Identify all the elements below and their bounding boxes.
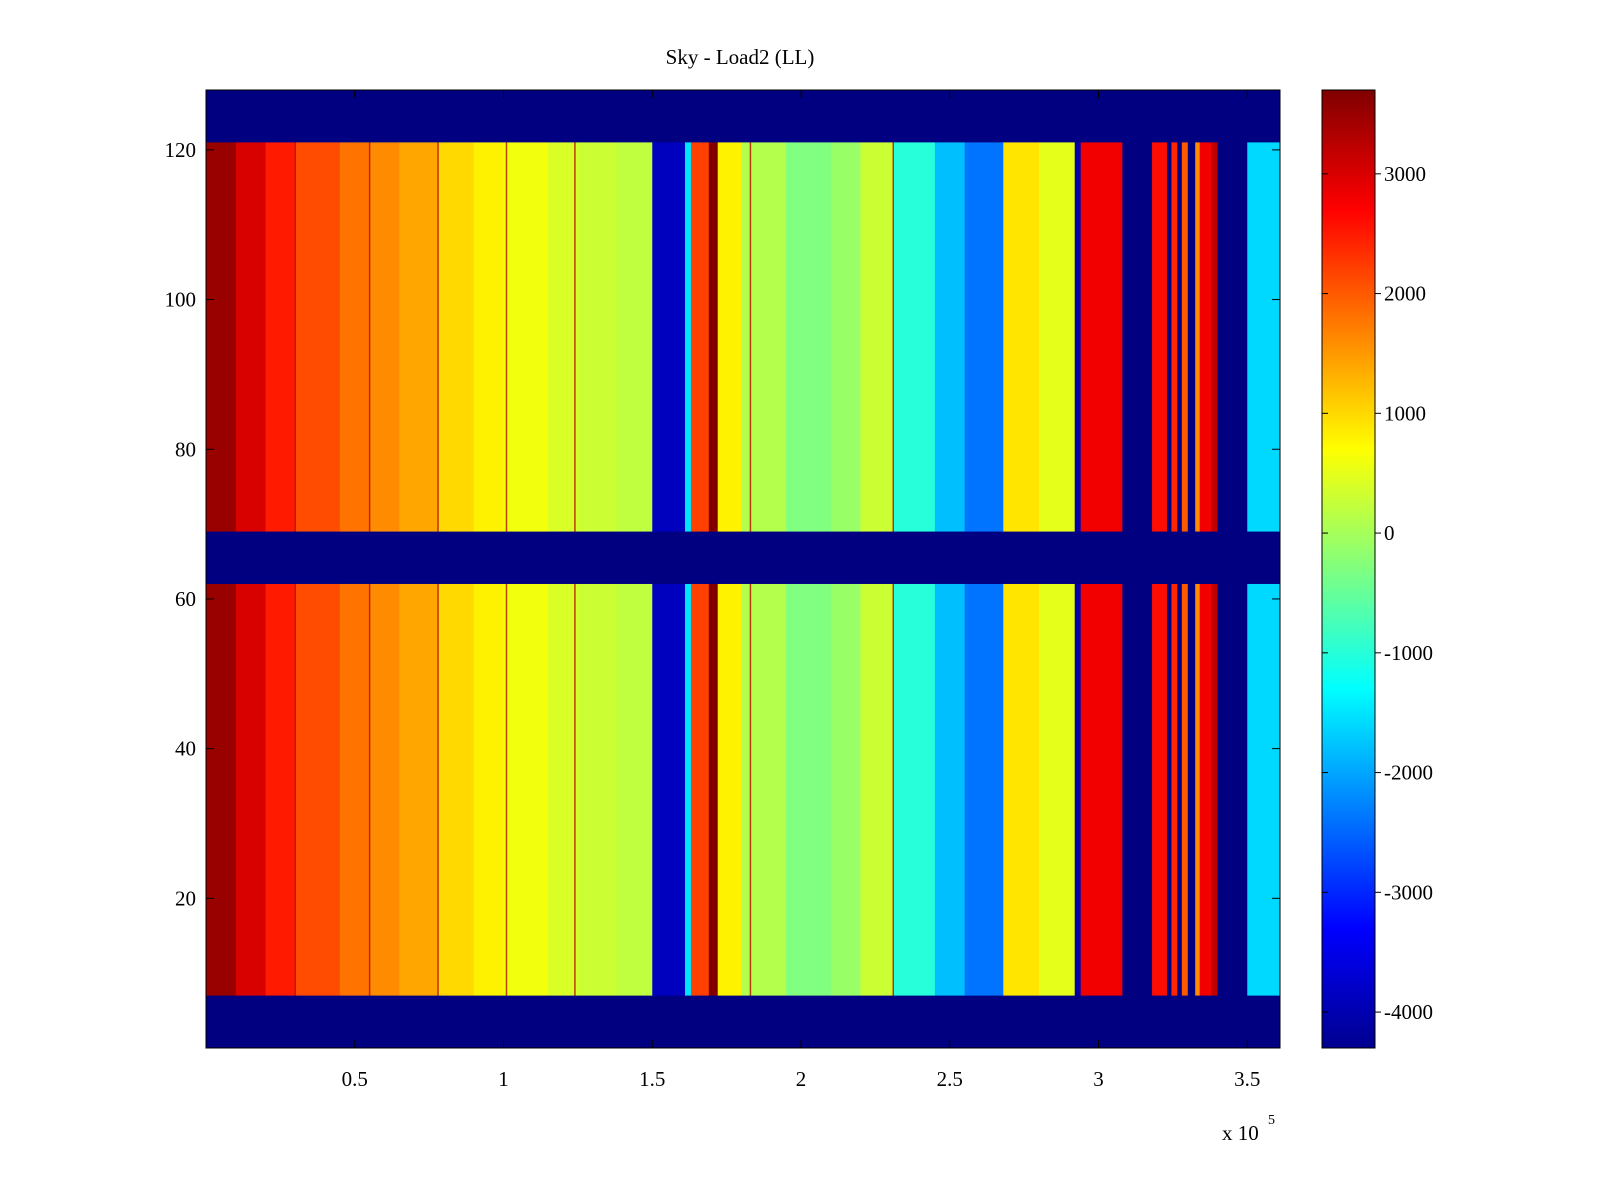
- y-tick-label: 60: [175, 587, 196, 611]
- x-tick-label: 1.5: [639, 1067, 665, 1091]
- colorbar-tick-label: 0: [1384, 521, 1395, 545]
- masked-channel-row: [206, 531, 1280, 584]
- y-tick-label: 120: [165, 138, 197, 162]
- x-tick-label: 3.5: [1234, 1067, 1260, 1091]
- x-multiplier-exponent: 5: [1268, 1113, 1275, 1128]
- x-tick-label: 2: [796, 1067, 807, 1091]
- x-axis: 0.5 1 1.5 2 2.5 3 3.5: [342, 90, 1260, 1091]
- masked-channel-row: [206, 995, 1280, 1048]
- colorbar: 3000 2000 1000 0 -1000 -2000 -3000 -4000: [1321, 89, 1433, 1049]
- x-tick-label: 0.5: [342, 1067, 368, 1091]
- y-tick-label: 40: [175, 737, 196, 761]
- masked-channel-row: [206, 90, 1280, 143]
- chart-title: Sky - Load2 (LL): [666, 45, 815, 69]
- x-tick-label: 1: [498, 1067, 509, 1091]
- colorbar-tick-label: -1000: [1384, 641, 1433, 665]
- colorbar-tick-label: 3000: [1384, 162, 1426, 186]
- colorbar-tick-label: 1000: [1384, 401, 1426, 425]
- x-tick-label: 2.5: [937, 1067, 963, 1091]
- plot-frame: [205, 89, 1281, 1049]
- y-tick-label: 20: [175, 886, 196, 910]
- y-tick-label: 80: [175, 437, 196, 461]
- heatmap-area: [206, 90, 1280, 1048]
- x-tick-label: 3: [1093, 1067, 1104, 1091]
- colorbar-tick-label: -3000: [1384, 880, 1433, 904]
- colorbar-tick-label: 2000: [1384, 282, 1426, 306]
- colorbar-tick-label: -2000: [1384, 761, 1433, 785]
- colorbar-gradient: [1321, 89, 1376, 1049]
- y-axis: 20 40 60 80 100 120: [165, 138, 1280, 910]
- y-tick-label: 100: [165, 288, 197, 312]
- x-multiplier-label: x 10: [1222, 1121, 1259, 1145]
- colorbar-tick-label: -4000: [1384, 1000, 1433, 1024]
